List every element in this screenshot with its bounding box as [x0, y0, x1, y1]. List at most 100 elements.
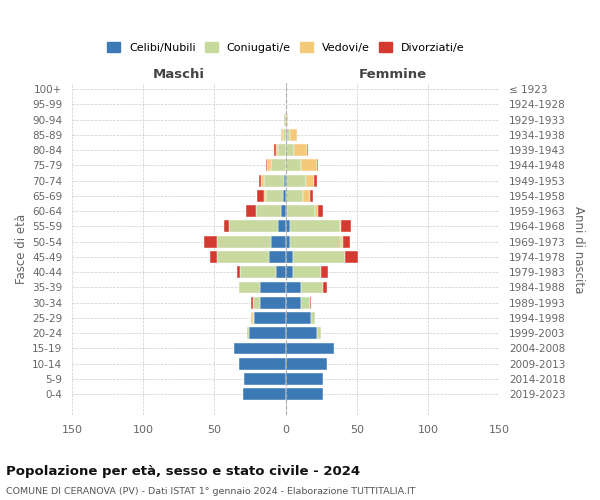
Bar — [275, 144, 278, 156]
Bar — [251, 312, 253, 324]
Bar — [286, 342, 334, 354]
Bar — [286, 312, 311, 324]
Bar — [286, 160, 301, 172]
Bar — [266, 190, 283, 202]
Bar — [317, 328, 321, 339]
Bar — [310, 190, 313, 202]
Bar — [319, 205, 323, 217]
Text: Popolazione per età, sesso e stato civile - 2024: Popolazione per età, sesso e stato civil… — [6, 465, 360, 478]
Bar — [341, 236, 343, 248]
Bar — [290, 236, 341, 248]
Bar — [244, 373, 286, 385]
Bar — [217, 236, 271, 248]
Bar — [343, 236, 350, 248]
Bar — [240, 266, 275, 278]
Bar — [281, 205, 286, 217]
Bar — [346, 251, 358, 263]
Bar — [310, 297, 311, 308]
Bar — [341, 220, 351, 232]
Bar — [286, 282, 301, 294]
Bar — [340, 220, 341, 232]
Bar — [302, 190, 310, 202]
Bar — [260, 282, 286, 294]
Bar — [301, 282, 323, 294]
Bar — [286, 114, 287, 126]
Bar — [278, 220, 286, 232]
Bar — [286, 251, 293, 263]
Bar — [286, 144, 294, 156]
Bar — [235, 342, 286, 354]
Bar — [275, 266, 286, 278]
Bar — [259, 174, 262, 186]
Bar — [307, 144, 308, 156]
Bar — [301, 160, 317, 172]
Bar — [281, 129, 283, 141]
Bar — [243, 388, 286, 400]
Bar — [266, 160, 267, 172]
Bar — [290, 220, 340, 232]
Bar — [253, 312, 254, 324]
Bar — [217, 251, 269, 263]
Bar — [254, 312, 286, 324]
Bar — [283, 190, 286, 202]
Bar — [264, 174, 284, 186]
Bar — [224, 220, 229, 232]
Bar — [286, 373, 323, 385]
Bar — [271, 160, 286, 172]
Bar — [286, 190, 302, 202]
Bar — [305, 174, 314, 186]
Bar — [290, 129, 297, 141]
Bar — [293, 266, 321, 278]
Bar — [246, 205, 256, 217]
Bar — [251, 297, 253, 308]
Bar — [239, 358, 286, 370]
Bar — [247, 328, 248, 339]
Bar — [286, 297, 301, 308]
Bar — [267, 160, 271, 172]
Bar — [286, 328, 317, 339]
Bar — [314, 174, 317, 186]
Bar — [278, 144, 286, 156]
Bar — [286, 388, 323, 400]
Text: COMUNE DI CERANOVA (PV) - Dati ISTAT 1° gennaio 2024 - Elaborazione TUTTITALIA.I: COMUNE DI CERANOVA (PV) - Dati ISTAT 1° … — [6, 488, 415, 496]
Y-axis label: Anni di nascita: Anni di nascita — [572, 206, 585, 293]
Bar — [286, 205, 287, 217]
Bar — [286, 358, 327, 370]
Bar — [293, 251, 346, 263]
Bar — [269, 251, 286, 263]
Bar — [260, 297, 286, 308]
Bar — [286, 174, 305, 186]
Bar — [274, 144, 275, 156]
Bar — [284, 114, 286, 126]
Bar — [253, 297, 260, 308]
Bar — [248, 328, 286, 339]
Bar — [286, 236, 290, 248]
Legend: Celibi/Nubili, Coniugati/e, Vedovi/e, Divorziati/e: Celibi/Nubili, Coniugati/e, Vedovi/e, Di… — [107, 42, 464, 53]
Bar — [264, 190, 266, 202]
Bar — [237, 266, 240, 278]
Bar — [271, 236, 286, 248]
Bar — [317, 160, 319, 172]
Bar — [287, 205, 316, 217]
Bar — [286, 220, 290, 232]
Bar — [286, 129, 290, 141]
Bar — [316, 205, 319, 217]
Text: Maschi: Maschi — [153, 68, 205, 82]
Bar — [323, 282, 327, 294]
Bar — [262, 174, 264, 186]
Bar — [321, 266, 328, 278]
Bar — [210, 251, 217, 263]
Bar — [239, 282, 260, 294]
Text: Femmine: Femmine — [358, 68, 427, 82]
Bar — [229, 220, 278, 232]
Y-axis label: Fasce di età: Fasce di età — [15, 214, 28, 284]
Bar — [256, 205, 281, 217]
Bar — [284, 174, 286, 186]
Bar — [286, 266, 293, 278]
Bar — [283, 129, 286, 141]
Bar — [294, 144, 307, 156]
Bar — [286, 98, 287, 110]
Bar — [205, 236, 217, 248]
Bar — [301, 297, 310, 308]
Bar — [311, 312, 316, 324]
